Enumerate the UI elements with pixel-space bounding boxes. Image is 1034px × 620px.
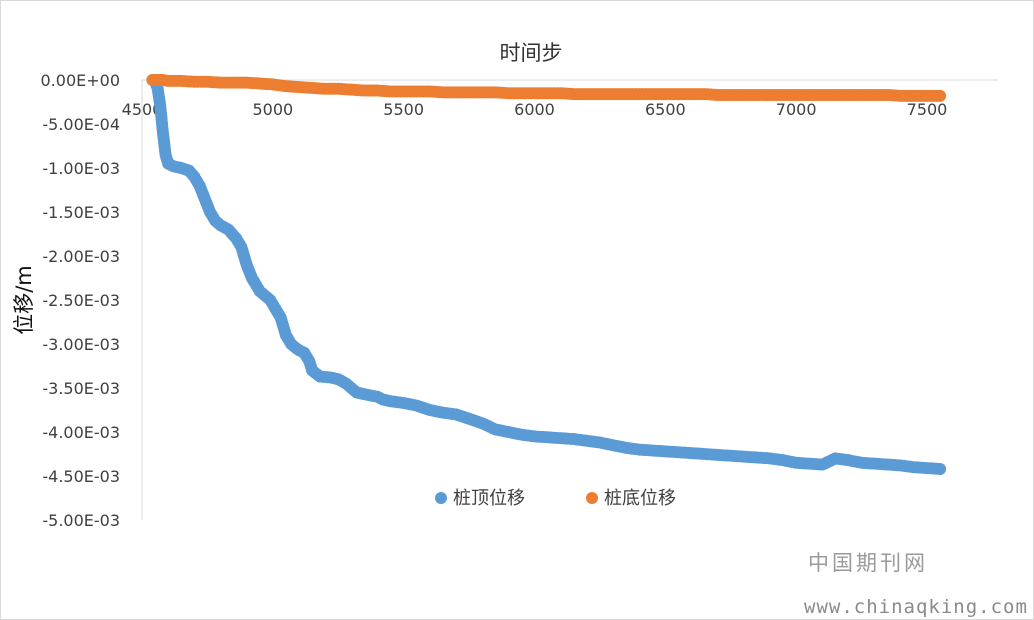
legend-item-0: 桩顶位移 [435, 488, 525, 509]
y-tick-label: -2.50E-03 [42, 291, 120, 310]
y-axis-title: 位移/m [12, 265, 36, 335]
y-tick-label: -4.50E-03 [42, 467, 120, 486]
y-tick-label: -3.50E-03 [42, 379, 120, 398]
legend: 桩顶位移 桩底位移 [435, 488, 676, 509]
legend-item-1: 桩底位移 [586, 488, 676, 509]
y-tick-labels: 0.00E+00 -5.00E-04 -1.00E-03 -1.50E-03 -2.00… [41, 71, 121, 530]
x-tick-label: 6000 [514, 100, 555, 119]
plot-area [146, 74, 947, 475]
data-point [934, 462, 947, 475]
y-tick-label: 0.00E+00 [41, 71, 121, 90]
y-tick-label: -1.50E-03 [42, 203, 120, 222]
chart-title: 时间步 [500, 41, 563, 65]
x-tick-label: 6500 [645, 100, 686, 119]
series-0 [146, 74, 947, 475]
legend-marker-1 [586, 492, 598, 504]
legend-label-1: 桩底位移 [604, 488, 676, 509]
x-tick-labels: 4500 5000 5500 6000 6500 7000 7500 [122, 100, 948, 119]
x-tick-label: 5500 [383, 100, 424, 119]
x-tick-label: 4500 [122, 100, 163, 119]
y-tick-label: -1.00E-03 [42, 159, 120, 178]
y-tick-label: -5.00E-04 [42, 115, 120, 134]
x-tick-label: 5000 [252, 100, 293, 119]
y-tick-label: -2.00E-03 [42, 247, 120, 266]
x-tick-label: 7500 [907, 100, 948, 119]
series-1 [146, 74, 947, 102]
legend-marker-0 [435, 492, 447, 504]
y-tick-label: -3.00E-03 [42, 335, 120, 354]
y-tick-label: -4.00E-03 [42, 423, 120, 442]
legend-label-0: 桩顶位移 [453, 488, 525, 509]
watermark-url: www.chinaqking.com [804, 596, 1028, 618]
watermark-site-name: 中国期刊网 [808, 551, 928, 575]
y-tick-label: -5.00E-03 [42, 511, 120, 530]
x-tick-label: 7000 [776, 100, 817, 119]
data-point [934, 89, 947, 102]
